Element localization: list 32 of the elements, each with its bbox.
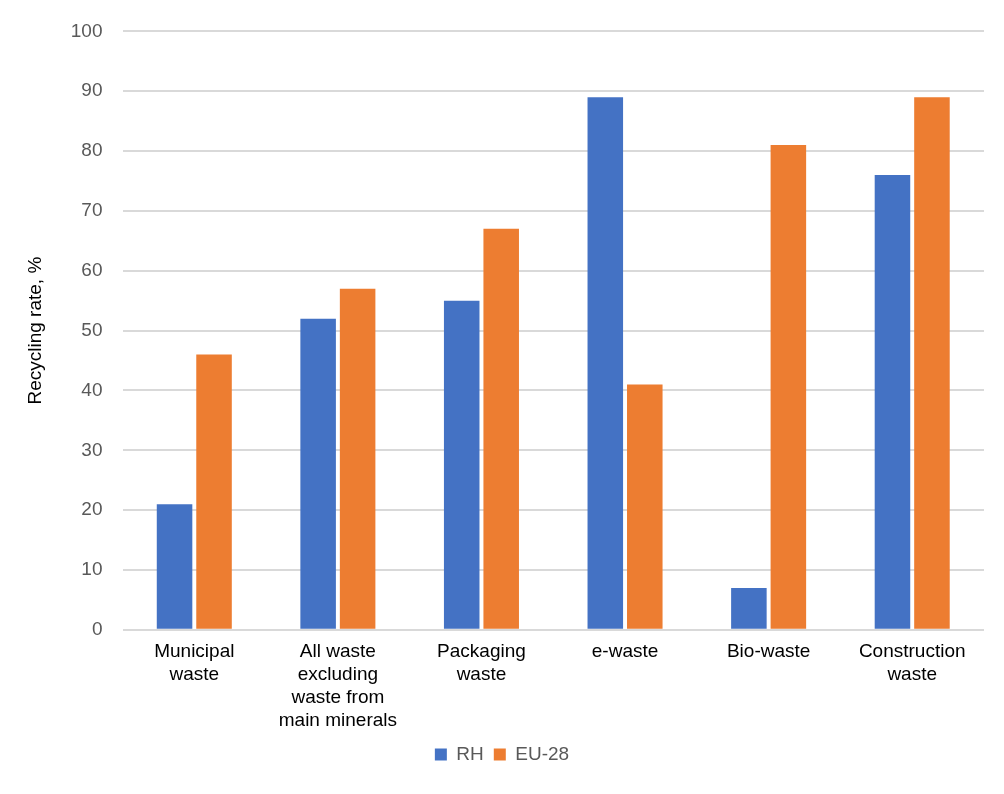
y-tick-label: 90 <box>81 79 103 101</box>
y-tick-label: 50 <box>81 318 103 340</box>
y-tick-label: 70 <box>81 199 103 221</box>
bar <box>196 354 232 629</box>
bar <box>587 97 624 629</box>
y-tick-label: 30 <box>81 438 103 460</box>
y-tick-label: 100 <box>70 19 103 41</box>
bar <box>731 587 767 629</box>
y-tick-label: 0 <box>91 618 103 640</box>
bar <box>156 504 193 629</box>
bar <box>483 228 519 629</box>
x-tick-label: Packaging waste <box>437 640 526 685</box>
bar <box>874 175 911 629</box>
y-tick-label: 60 <box>81 258 103 280</box>
y-axis-title: Recycling rate, % <box>23 256 45 405</box>
y-tick-label: 80 <box>81 139 103 161</box>
bar <box>627 384 663 629</box>
y-tick-label: 10 <box>81 558 103 580</box>
bar <box>914 97 950 629</box>
x-tick-label: Municipal waste <box>154 640 235 685</box>
x-tick-label: e-waste <box>591 640 659 662</box>
bar <box>770 145 807 629</box>
legend-label: EU-28 <box>515 742 570 764</box>
x-tick-label: All waste excluding waste from main minerals <box>278 640 398 730</box>
y-tick-label: 40 <box>81 378 103 400</box>
legend-label: RH <box>456 742 484 764</box>
x-tick-label: Bio-waste <box>726 640 811 662</box>
x-tick-label: Construction waste <box>858 640 966 685</box>
y-tick-label: 20 <box>81 498 103 520</box>
bar <box>300 318 336 629</box>
bar <box>339 288 376 629</box>
bar <box>443 300 480 629</box>
